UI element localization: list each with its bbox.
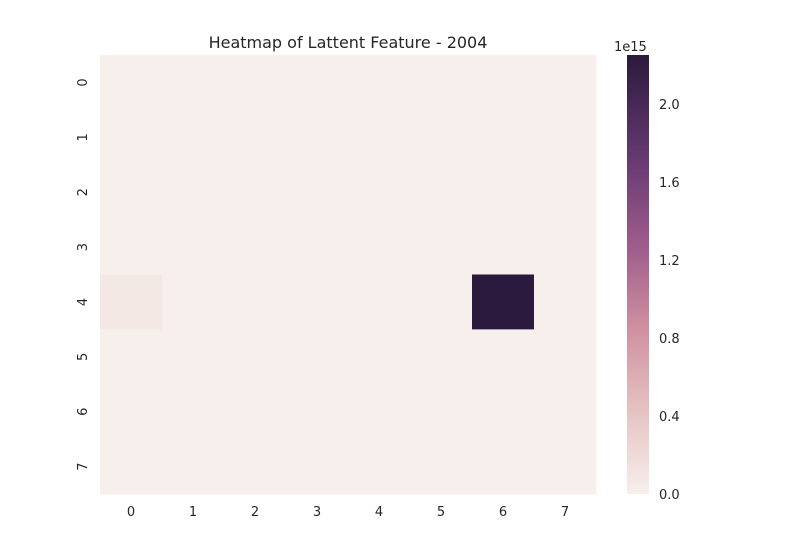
- heatmap-cell-r0-c0: [100, 55, 163, 111]
- heatmap-cell-r4-c1: [162, 274, 225, 330]
- heatmap-cell-r6-c2: [224, 384, 287, 440]
- heatmap-cell-r4-c0: [100, 274, 163, 330]
- heatmap-cell-r5-c5: [410, 329, 473, 385]
- heatmap-cell-r6-c3: [286, 384, 349, 440]
- heatmap-cell-r0-c6: [472, 55, 535, 111]
- heatmap-cell-r2-c1: [162, 164, 225, 221]
- x-tick-label: 4: [375, 505, 383, 520]
- heatmap-cell-r0-c7: [534, 55, 597, 111]
- heatmap-cell-r1-c6: [472, 109, 535, 166]
- heatmap-cell-r0-c2: [224, 55, 287, 111]
- heatmap-cell-r2-c7: [534, 164, 597, 221]
- y-tick-label: 4: [76, 298, 91, 306]
- heatmap-cell-r0-c4: [348, 55, 411, 111]
- heatmap-cell-r0-c5: [410, 55, 473, 111]
- y-tick-labels: 0 1 2 3 4 5 6 7: [76, 78, 91, 470]
- heatmap-cell-r4-c5: [410, 274, 473, 330]
- colorbar-tick-labels: 0.0 0.4 0.8 1.2 1.6 2.0: [659, 98, 680, 503]
- colorbar-tick-label: 1.6: [659, 176, 680, 191]
- y-tick-label: 0: [76, 78, 91, 86]
- heatmap-cell-r6-c4: [348, 384, 411, 440]
- y-tick-label: 7: [76, 462, 91, 470]
- heatmap-cell-r0-c1: [162, 55, 225, 111]
- heatmap-cell-r2-c6: [472, 164, 535, 221]
- heatmap-cell-r7-c2: [224, 439, 287, 495]
- heatmap-cell-r1-c4: [348, 109, 411, 166]
- heatmap-cell-r1-c3: [286, 109, 349, 166]
- heatmap-cell-r3-c4: [348, 219, 411, 276]
- x-tick-labels: 0 1 2 3 4 5 6 7: [127, 505, 569, 520]
- heatmap-cell-r6-c5: [410, 384, 473, 440]
- x-tick-label: 7: [561, 505, 569, 520]
- y-tick-label: 3: [76, 243, 91, 251]
- x-tick-label: 5: [437, 505, 445, 520]
- heatmap-cell-r1-c2: [224, 109, 287, 166]
- heatmap-cell-r2-c2: [224, 164, 287, 221]
- heatmap-cell-r5-c1: [162, 329, 225, 385]
- y-tick-label: 6: [76, 408, 91, 416]
- heatmap-cell-r7-c7: [534, 439, 597, 495]
- colorbar-tick-label: 1.2: [659, 254, 680, 269]
- heatmap-cell-r4-c2: [224, 274, 287, 330]
- heatmap-cell-r5-c4: [348, 329, 411, 385]
- heatmap-cell-r2-c0: [100, 164, 163, 221]
- x-tick-label: 1: [189, 505, 197, 520]
- colorbar-tick-label: 2.0: [659, 98, 680, 113]
- y-tick-label: 2: [76, 188, 91, 196]
- heatmap-cells: [100, 55, 597, 495]
- heatmap-cell-r3-c5: [410, 219, 473, 276]
- heatmap-cell-r4-c3: [286, 274, 349, 330]
- colorbar-exponent-label: 1e15: [614, 40, 647, 55]
- heatmap-cell-r7-c1: [162, 439, 225, 495]
- heatmap-cell-r6-c0: [100, 384, 163, 440]
- heatmap-cell-r3-c3: [286, 219, 349, 276]
- chart-title: Heatmap of Lattent Feature - 2004: [209, 33, 488, 52]
- x-tick-label: 2: [251, 505, 259, 520]
- heatmap-cell-r3-c1: [162, 219, 225, 276]
- heatmap-cell-r7-c6: [472, 439, 535, 495]
- heatmap-cell-r1-c5: [410, 109, 473, 166]
- heatmap-cell-r5-c2: [224, 329, 287, 385]
- heatmap-cell-r4-c4: [348, 274, 411, 330]
- heatmap-cell-r0-c3: [286, 55, 349, 111]
- heatmap-cell-r2-c5: [410, 164, 473, 221]
- heatmap-cell-r3-c7: [534, 219, 597, 276]
- heatmap-cell-r3-c6: [472, 219, 535, 276]
- x-tick-label: 0: [127, 505, 135, 520]
- heatmap-cell-r5-c0: [100, 329, 163, 385]
- colorbar-tick-label: 0.0: [659, 488, 680, 503]
- colorbar-tick-label: 0.8: [659, 332, 680, 347]
- heatmap-cell-r5-c3: [286, 329, 349, 385]
- heatmap-cell-r1-c0: [100, 109, 163, 166]
- heatmap-cell-r7-c5: [410, 439, 473, 495]
- heatmap-cell-r6-c7: [534, 384, 597, 440]
- y-tick-label: 1: [76, 133, 91, 141]
- heatmap-cell-r2-c3: [286, 164, 349, 221]
- colorbar-tick-label: 0.4: [659, 410, 680, 425]
- y-tick-label: 5: [76, 353, 91, 361]
- heatmap-cell-r7-c3: [286, 439, 349, 495]
- heatmap-cell-r5-c6: [472, 329, 535, 385]
- heatmap-cell-r7-c4: [348, 439, 411, 495]
- heatmap-cell-r5-c7: [534, 329, 597, 385]
- heatmap-cell-r1-c1: [162, 109, 225, 166]
- x-tick-label: 6: [499, 505, 507, 520]
- heatmap-cell-r6-c6: [472, 384, 535, 440]
- heatmap-cell-r1-c7: [534, 109, 597, 166]
- heatmap-cell-r6-c1: [162, 384, 225, 440]
- heatmap-cell-r4-c6: [472, 274, 535, 330]
- heatmap-cell-r3-c2: [224, 219, 287, 276]
- heatmap-cell-r4-c7: [534, 274, 597, 330]
- x-tick-label: 3: [313, 505, 321, 520]
- heatmap-cell-r7-c0: [100, 439, 163, 495]
- heatmap-cell-r2-c4: [348, 164, 411, 221]
- colorbar: [627, 55, 649, 494]
- heatmap-cell-r3-c0: [100, 219, 163, 276]
